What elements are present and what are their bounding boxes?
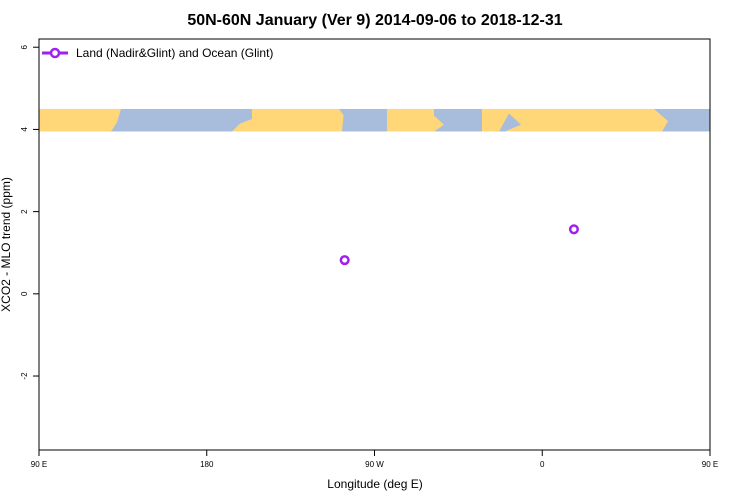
x-tick-label: 90 W: [365, 460, 384, 469]
y-tick-label: 0: [20, 291, 29, 296]
data-point: [339, 255, 350, 266]
x-tick-label: 90 E: [31, 460, 47, 469]
sea-labrador: [342, 111, 356, 132]
sea-baltic: [499, 113, 521, 132]
x-axis: 90 E 180 90 W 0 90 E: [31, 450, 718, 469]
land-eurasia: [482, 108, 654, 132]
chart-title: 50N-60N January (Ver 9) 2014-09-06 to 20…: [187, 12, 562, 29]
legend: Land (Nadir&Glint) and Ocean (Glint): [42, 46, 273, 60]
plot-frame: [38, 38, 711, 451]
sea-okhotsk-inlet: [132, 116, 144, 132]
y-axis-label: XCO2 - MLO trend (ppm): [0, 177, 13, 312]
land-north-america: [252, 108, 339, 132]
y-tick-label: 2: [20, 209, 29, 214]
x-axis-label: Longitude (deg E): [327, 477, 422, 491]
y-tick-label: 4: [20, 127, 29, 132]
land-asia: [39, 108, 111, 132]
x-tick-label: 180: [200, 460, 214, 469]
land-kamchatka: [111, 108, 121, 132]
x-tick-label: 0: [540, 460, 545, 469]
land-iceland: [434, 115, 444, 132]
land-kamchatka-east: [652, 108, 668, 132]
data-point: [568, 224, 579, 235]
legend-marker: [49, 47, 61, 59]
series-points: [339, 224, 579, 266]
y-axis: -2 0 2 4 6: [20, 44, 39, 380]
y-tick-label: 6: [20, 44, 29, 49]
x-tick-label: 90 E: [702, 460, 718, 469]
y-tick-label: -2: [20, 372, 29, 380]
land-alaska-coast: [232, 119, 252, 132]
land-greenland: [387, 108, 434, 132]
legend-label: Land (Nadir&Glint) and Ocean (Glint): [76, 46, 273, 60]
world-map-strip: [39, 108, 710, 132]
